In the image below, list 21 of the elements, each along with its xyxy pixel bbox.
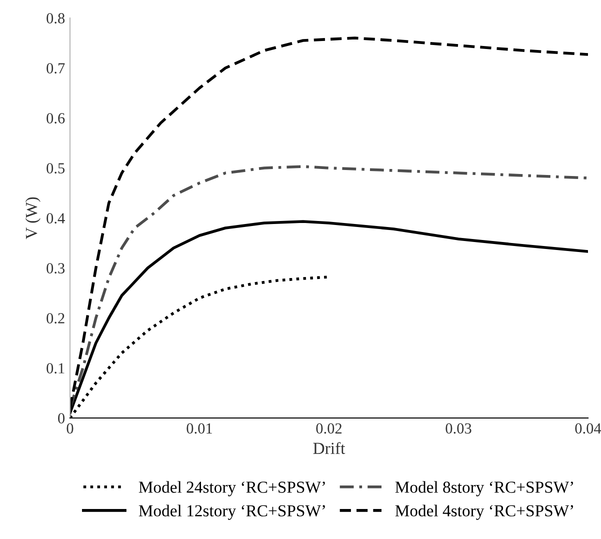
- y-axis-title: V (W): [25, 197, 40, 240]
- legend-label: Model 12story ‘RC+SPSW’: [138, 504, 325, 520]
- x-tick-label: 0: [66, 423, 74, 434]
- y-tick-label: 0.1: [46, 363, 64, 374]
- x-tick-label: 0.04: [575, 423, 601, 434]
- y-tick-label: 0.6: [46, 113, 65, 124]
- x-tick-label: 0.01: [186, 423, 212, 434]
- y-tick-label: 0: [58, 413, 65, 424]
- y-tick-label: 0.8: [46, 13, 65, 24]
- y-tick-label: 0.5: [46, 163, 65, 174]
- x-tick-label: 0.03: [446, 423, 472, 434]
- legend-label: Model 24story ‘RC+SPSW’: [138, 481, 325, 496]
- x-axis-title: Drift: [313, 442, 346, 454]
- line-series: [70, 165, 588, 410]
- y-tick-label: 0.7: [46, 63, 65, 74]
- legend-label: Model 8story ‘RC+SPSW’: [395, 481, 574, 496]
- y-tick-label: 0.4: [46, 213, 65, 224]
- x-tick-label: 0.02: [316, 423, 342, 434]
- y-tick-label: 0.2: [46, 313, 64, 324]
- y-tick-label: 0.3: [46, 263, 65, 274]
- legend-label: Model 4story ‘RC+SPSW’: [395, 504, 574, 520]
